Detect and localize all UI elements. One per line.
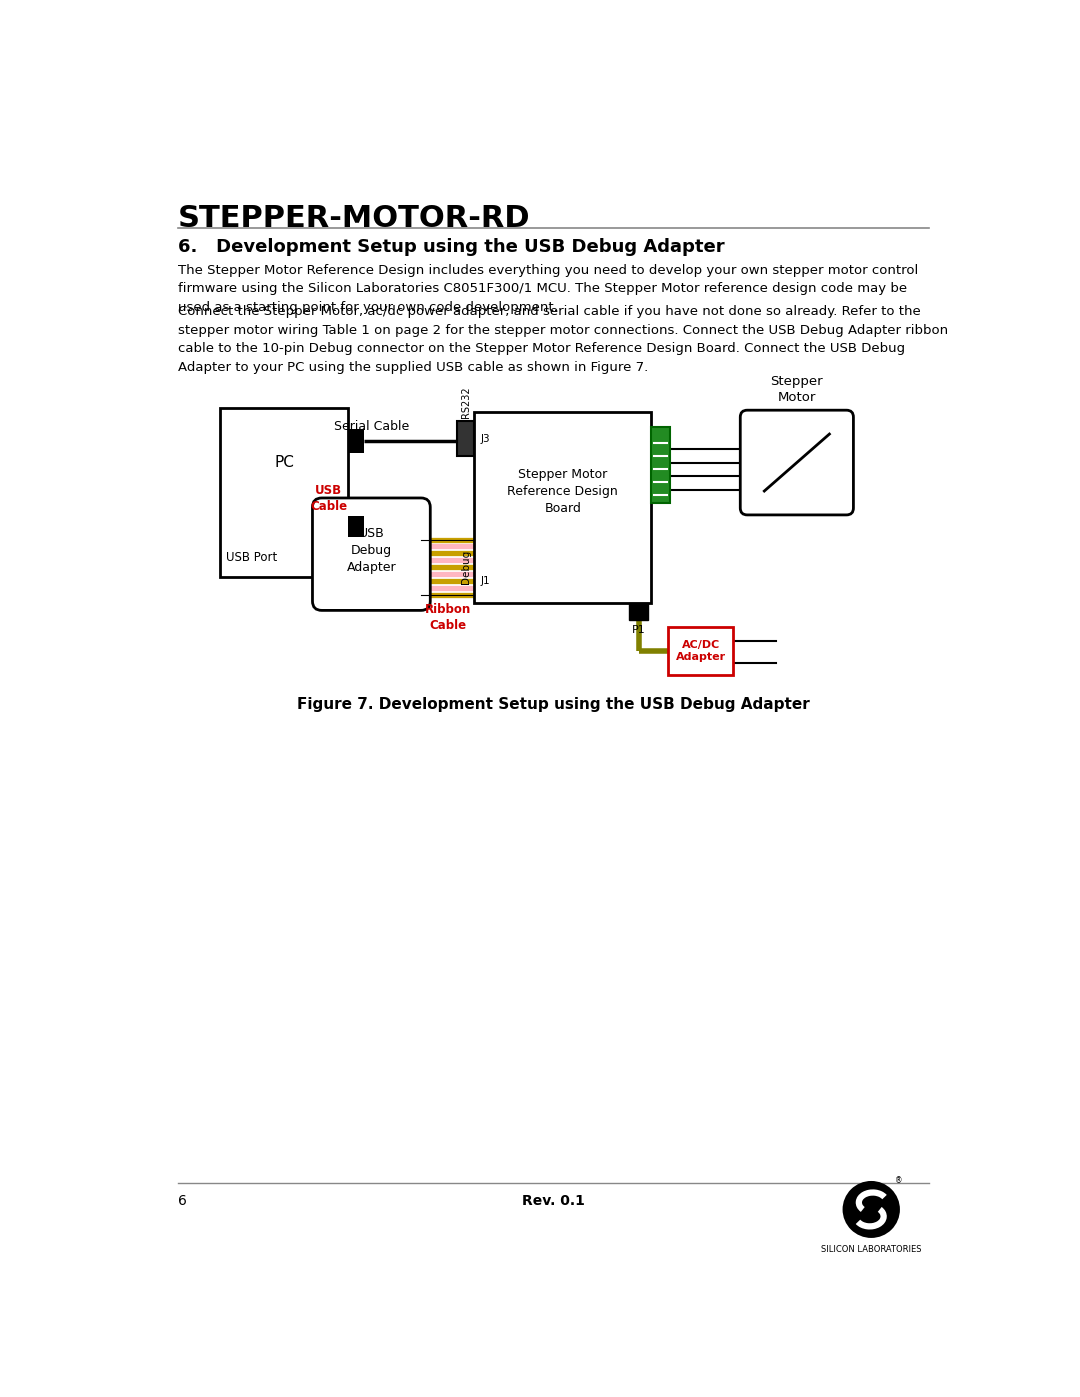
Text: Figure 7. Development Setup using the USB Debug Adapter: Figure 7. Development Setup using the US… <box>297 697 810 712</box>
Text: J1: J1 <box>481 576 490 587</box>
Text: Connect the Stepper Motor, ac/dc power adapter, and serial cable if you have not: Connect the Stepper Motor, ac/dc power a… <box>177 306 948 374</box>
Bar <box>220 408 348 577</box>
Text: Stepper Motor
Reference Design
Board: Stepper Motor Reference Design Board <box>508 468 618 515</box>
Bar <box>348 429 364 453</box>
Text: USB
Cable: USB Cable <box>310 485 348 513</box>
FancyBboxPatch shape <box>740 411 853 515</box>
Text: SILICON LABORATORIES: SILICON LABORATORIES <box>821 1245 921 1255</box>
Text: P1: P1 <box>632 624 646 636</box>
Text: Ribbon
Cable: Ribbon Cable <box>424 602 471 631</box>
Text: AC/DC
Adapter: AC/DC Adapter <box>676 640 726 662</box>
Bar <box>348 515 364 538</box>
Text: Debug: Debug <box>460 550 471 584</box>
Text: USB Port: USB Port <box>227 550 278 564</box>
Circle shape <box>842 1180 900 1238</box>
FancyBboxPatch shape <box>312 497 430 610</box>
Text: USB
Debug
Adapter: USB Debug Adapter <box>347 527 396 574</box>
Text: STEPPER-MOTOR-RD: STEPPER-MOTOR-RD <box>177 204 530 233</box>
Bar <box>474 412 651 602</box>
Text: 6: 6 <box>177 1194 187 1208</box>
Text: The Stepper Motor Reference Design includes everything you need to develop your : The Stepper Motor Reference Design inclu… <box>177 264 918 314</box>
Text: ®: ® <box>895 1176 903 1186</box>
Text: PC: PC <box>274 454 294 469</box>
Bar <box>458 420 474 457</box>
Text: Rev. 0.1: Rev. 0.1 <box>522 1194 585 1208</box>
Bar <box>630 602 648 620</box>
Text: Stepper
Motor: Stepper Motor <box>770 374 823 404</box>
Text: Serial Cable: Serial Cable <box>334 420 409 433</box>
Text: 6.   Development Setup using the USB Debug Adapter: 6. Development Setup using the USB Debug… <box>177 239 725 257</box>
Text: J3: J3 <box>481 433 490 444</box>
Bar <box>669 627 733 675</box>
Text: RS232: RS232 <box>461 386 471 418</box>
Bar <box>651 427 670 503</box>
